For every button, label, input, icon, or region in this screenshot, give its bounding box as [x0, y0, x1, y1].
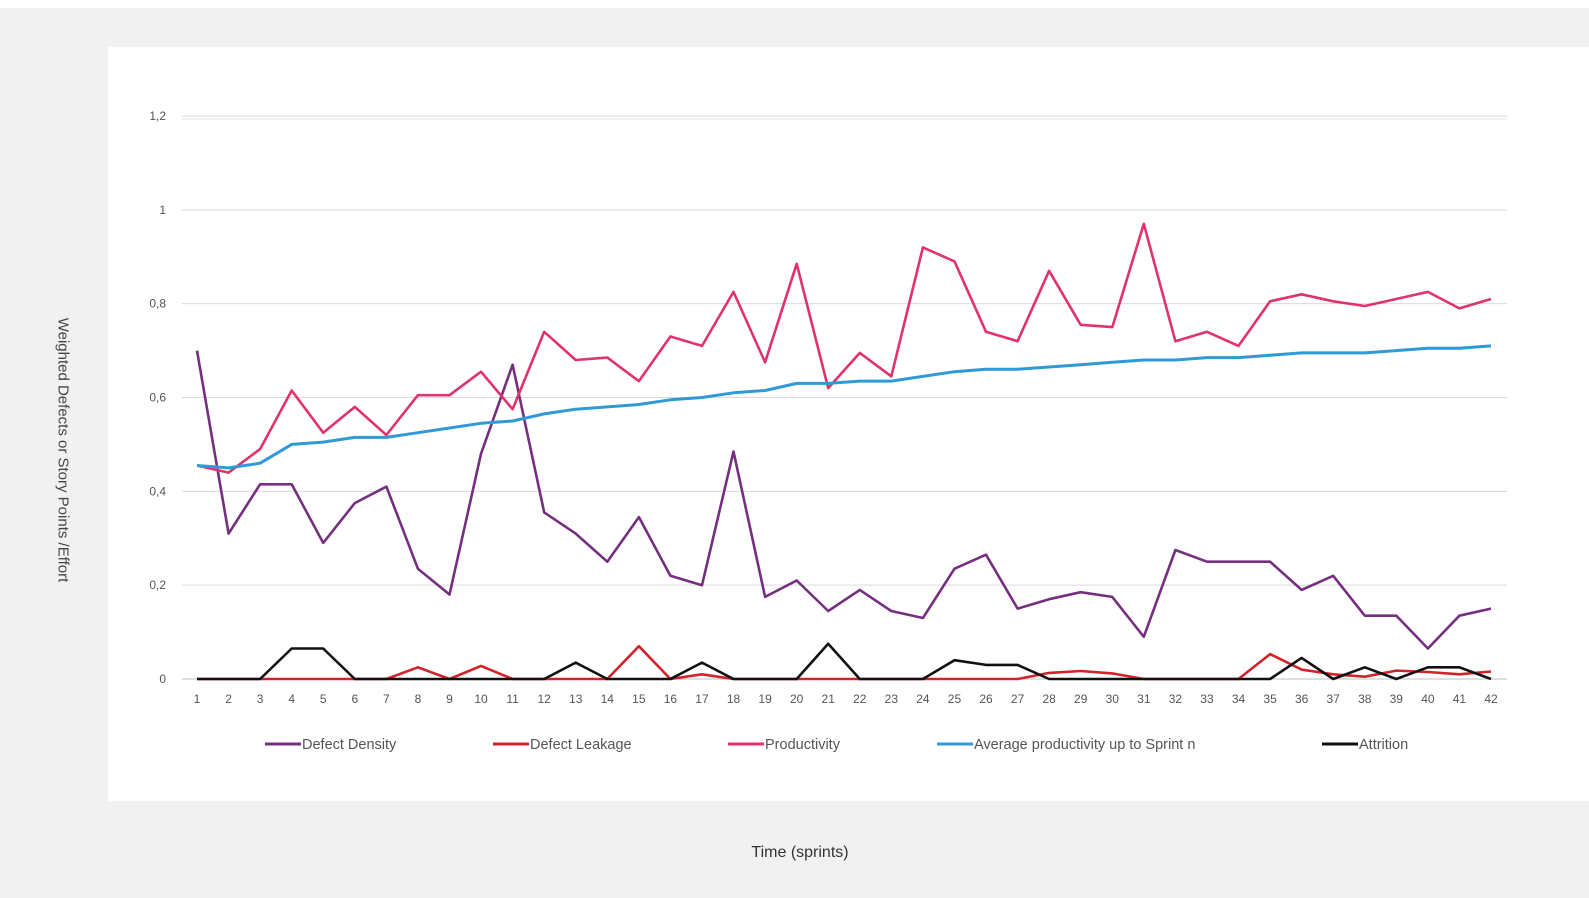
x-tick-label: 25	[948, 692, 962, 706]
legend-item-productivity: Productivity	[728, 737, 841, 753]
legend-item-defect-density: Defect Density	[265, 737, 397, 753]
x-tick-label: 14	[601, 692, 615, 706]
x-tick-labels: 1 2 3 4 5 6 7 8 9 10 11 12 13 14 15 16 17 18 19 20 21 22 23 24 2…	[194, 692, 1498, 706]
y-tick-label: 0,4	[149, 484, 166, 498]
x-tick-label: 31	[1137, 692, 1151, 706]
x-tick-label: 32	[1169, 692, 1183, 706]
x-tick-label: 28	[1042, 692, 1056, 706]
series-line-defect-density	[195, 350, 1492, 650]
x-tick-label: 18	[727, 692, 741, 706]
x-tick-label: 16	[664, 692, 678, 706]
y-tick-label: 0,2	[149, 578, 166, 592]
x-tick-label: 38	[1358, 692, 1372, 706]
y-tick-label: 0,8	[149, 297, 166, 311]
x-tick-label: 17	[695, 692, 709, 706]
x-tick-label: 36	[1295, 692, 1309, 706]
y-tick-label: 1,2	[149, 109, 166, 123]
x-tick-label: 8	[415, 692, 422, 706]
series-line-attrition	[197, 642, 1492, 681]
x-tick-label: 3	[257, 692, 264, 706]
x-tick-label: 9	[446, 692, 453, 706]
legend-label: Defect Density	[302, 737, 397, 753]
x-tick-label: 40	[1421, 692, 1435, 706]
x-tick-label: 20	[790, 692, 804, 706]
x-tick-label: 26	[979, 692, 993, 706]
x-tick-label: 12	[537, 692, 551, 706]
x-tick-label: 21	[822, 692, 836, 706]
x-tick-label: 6	[351, 692, 358, 706]
series-line-productivity	[196, 222, 1492, 474]
x-tick-label: 22	[853, 692, 867, 706]
x-tick-label: 29	[1074, 692, 1088, 706]
series-lines	[195, 222, 1492, 681]
x-tick-label: 4	[288, 692, 295, 706]
x-tick-label: 7	[383, 692, 390, 706]
x-tick-label: 37	[1327, 692, 1341, 706]
x-tick-label: 11	[506, 692, 519, 706]
x-tick-label: 24	[916, 692, 930, 706]
series-line-average-productivity-up-to-sprint-n	[196, 344, 1492, 470]
y-tick-labels: 0 0,2 0,4 0,6 0,8 1 1,2	[149, 109, 166, 686]
x-tick-label: 1	[194, 692, 201, 706]
x-axis-label: Time (sprints)	[751, 844, 849, 861]
y-tick-label: 1	[159, 203, 166, 217]
y-tick-label: 0,6	[149, 391, 166, 405]
x-tick-label: 35	[1263, 692, 1277, 706]
legend-item-attrition: Attrition	[1322, 737, 1408, 753]
x-tick-label: 13	[569, 692, 583, 706]
legend-label: Defect Leakage	[530, 737, 632, 753]
legend-label: Productivity	[765, 737, 841, 753]
x-tick-label: 10	[474, 692, 488, 706]
series-line-defect-leakage	[197, 644, 1492, 681]
x-tick-label: 2	[225, 692, 232, 706]
x-tick-label: 27	[1011, 692, 1025, 706]
x-tick-label: 42	[1484, 692, 1498, 706]
x-tick-label: 23	[885, 692, 899, 706]
gridlines	[182, 115, 1507, 586]
x-tick-label: 34	[1232, 692, 1246, 706]
legend-label: Average productivity up to Sprint n	[974, 737, 1195, 753]
legend-label: Attrition	[1359, 737, 1408, 753]
x-tick-label: 5	[320, 692, 327, 706]
legend: Defect Density Defect Leakage Productivity…	[265, 737, 1408, 753]
x-tick-label: 33	[1200, 692, 1214, 706]
x-tick-label: 41	[1453, 692, 1467, 706]
x-tick-label: 39	[1390, 692, 1404, 706]
legend-item-average-productivity-up-to-sprint-n: Average productivity up to Sprint n	[937, 737, 1195, 753]
x-tick-label: 15	[632, 692, 646, 706]
legend-item-defect-leakage: Defect Leakage	[493, 737, 632, 753]
y-tick-label: 0	[159, 672, 166, 686]
x-tick-label: 19	[758, 692, 772, 706]
x-tick-label: 30	[1106, 692, 1120, 706]
